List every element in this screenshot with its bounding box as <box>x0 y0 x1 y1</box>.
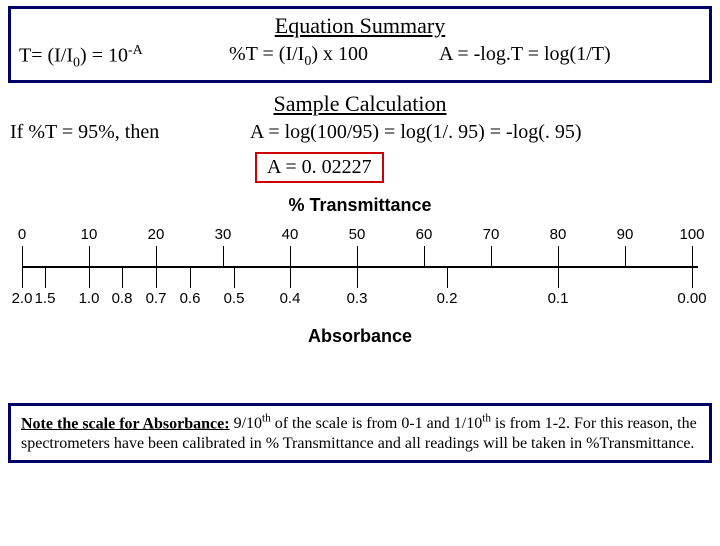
transmit-label: 50 <box>349 226 366 243</box>
transmit-tick <box>357 246 358 266</box>
absorb-tick <box>45 268 46 288</box>
absorb-label: 0.5 <box>224 290 245 307</box>
absorb-label: 0.2 <box>437 290 458 307</box>
transmit-tick <box>290 246 291 266</box>
transmit-tick <box>625 246 626 266</box>
transmit-label: 0 <box>18 226 26 243</box>
equation-1: T= (I/I0) = 10-A <box>19 43 229 72</box>
equation-3: A = -log.T = log(1/T) <box>439 43 701 72</box>
absorb-label: 0.7 <box>146 290 167 307</box>
transmit-tick <box>89 246 90 266</box>
absorb-tick <box>290 268 291 288</box>
transmit-label: 80 <box>550 226 567 243</box>
result-box: A = 0. 02227 <box>255 152 384 183</box>
transmit-label: 90 <box>617 226 634 243</box>
sample-given: If %T = 95%, then <box>10 121 250 144</box>
absorb-label: 2.0 <box>12 290 33 307</box>
sample-calc-row: If %T = 95%, then A = log(100/95) = log(… <box>10 121 710 144</box>
transmit-tick <box>424 246 425 266</box>
absorbance-title: Absorbance <box>12 326 708 347</box>
absorb-label: 1.5 <box>35 290 56 307</box>
transmit-tick <box>558 246 559 266</box>
transmit-label: 100 <box>679 226 704 243</box>
absorb-tick <box>89 268 90 288</box>
absorb-label: 0.00 <box>677 290 706 307</box>
transmit-tick <box>491 246 492 266</box>
transmit-tick <box>223 246 224 266</box>
scale-diagram: % Transmittance 0 10 20 30 40 50 60 70 80 90 100 2.… <box>12 195 708 395</box>
absorb-tick <box>692 268 693 288</box>
transmit-tick <box>692 246 693 266</box>
absorb-tick <box>234 268 235 288</box>
transmittance-title: % Transmittance <box>12 195 708 216</box>
absorb-label: 0.4 <box>280 290 301 307</box>
absorb-label: 0.6 <box>180 290 201 307</box>
transmit-label: 20 <box>148 226 165 243</box>
sample-calc-title: Sample Calculation <box>0 91 720 117</box>
absorb-tick <box>190 268 191 288</box>
equation-summary-box: Equation Summary T= (I/I0) = 10-A %T = (… <box>8 6 712 83</box>
transmit-label: 10 <box>81 226 98 243</box>
absorb-label: 0.3 <box>347 290 368 307</box>
transmit-tick <box>156 246 157 266</box>
absorb-tick <box>156 268 157 288</box>
axis-line <box>22 266 698 268</box>
transmit-label: 40 <box>282 226 299 243</box>
absorb-tick <box>447 268 448 288</box>
equation-2: %T = (I/I0) x 100 <box>229 43 439 72</box>
absorb-label: 1.0 <box>79 290 100 307</box>
note-box: Note the scale for Absorbance: 9/10th of… <box>8 403 712 463</box>
transmit-tick <box>22 246 23 266</box>
absorb-label: 0.8 <box>112 290 133 307</box>
absorb-label: 0.1 <box>548 290 569 307</box>
absorb-tick <box>357 268 358 288</box>
sample-calc: A = log(100/95) = log(1/. 95) = -log(. 9… <box>250 121 710 144</box>
ruler: 0 10 20 30 40 50 60 70 80 90 100 2.01.5 1.0 0.8 0.7 0.6… <box>12 216 708 326</box>
transmit-label: 30 <box>215 226 232 243</box>
transmit-label: 70 <box>483 226 500 243</box>
absorb-tick <box>122 268 123 288</box>
equation-row: T= (I/I0) = 10-A %T = (I/I0) x 100 A = -… <box>19 43 701 72</box>
equation-summary-title: Equation Summary <box>19 13 701 39</box>
transmit-label: 60 <box>416 226 433 243</box>
absorb-tick <box>22 268 23 288</box>
absorb-tick <box>558 268 559 288</box>
note-lead: Note the scale for Absorbance: <box>21 415 230 432</box>
